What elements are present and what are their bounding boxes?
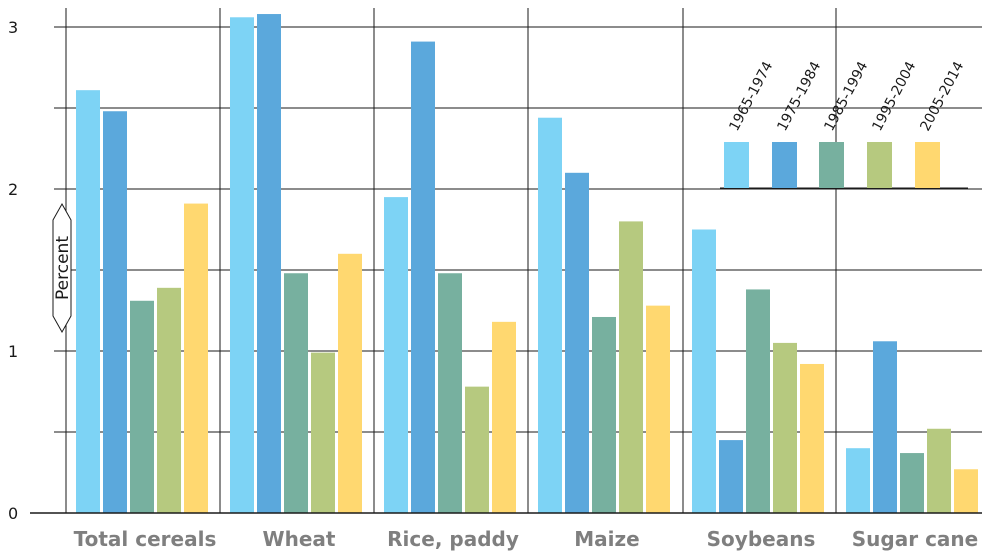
bar: [338, 253, 362, 514]
bar: [846, 448, 870, 513]
legend-label: 1965-1974: [726, 59, 776, 134]
y-axis-label-badge: [52, 202, 72, 334]
y-axis-label-text: Percent: [53, 236, 73, 300]
bar: [619, 221, 643, 513]
bar: [900, 453, 924, 513]
bar: [465, 386, 489, 513]
legend-swatch: [915, 142, 940, 188]
y-tick-label: 0: [8, 504, 18, 523]
bar: [927, 428, 951, 513]
bar: [565, 172, 589, 514]
bar: [103, 111, 127, 514]
bar: [800, 363, 824, 513]
bar: [492, 321, 516, 513]
category-label: Wheat: [263, 527, 336, 551]
bar: [438, 273, 462, 513]
y-tick-label: 2: [8, 180, 18, 199]
bar: [230, 17, 254, 514]
grid-lines: [66, 8, 982, 513]
legend-label: 1995-2004: [869, 59, 919, 134]
bar: [257, 14, 281, 513]
category-label: Total cereals: [74, 527, 217, 551]
legend-label: 1975-1984: [774, 59, 824, 134]
category-label: Soybeans: [707, 527, 816, 551]
bar: [719, 440, 743, 513]
legend: 1965-19741975-19841985-19941995-20042005…: [720, 59, 968, 189]
bar: [646, 305, 670, 513]
bar: [692, 229, 716, 513]
bars: [76, 14, 978, 514]
category-label: Rice, paddy: [387, 527, 519, 551]
legend-swatch: [867, 142, 892, 188]
y-axis-label: Percent: [52, 202, 73, 334]
category-label: Maize: [574, 527, 639, 551]
bar: [773, 342, 797, 513]
legend-label: 2005-2014: [917, 59, 967, 134]
legend-swatch: [819, 142, 844, 188]
bar: [284, 273, 308, 513]
bar: [411, 41, 435, 514]
bar: [384, 197, 408, 513]
bar: [311, 352, 335, 513]
bar: [954, 469, 978, 513]
bar: [130, 300, 154, 513]
axes: 0 1 2 3 Total cereals Wheat Rice, paddy Maize So…: [8, 8, 982, 551]
legend-swatch: [724, 142, 749, 188]
bar: [746, 289, 770, 513]
bar: [538, 117, 562, 513]
bar: [592, 316, 616, 513]
bar: [873, 341, 897, 513]
bar: [157, 287, 181, 513]
y-tick-label: 3: [8, 18, 18, 37]
bar: [76, 90, 100, 514]
legend-swatch: [772, 142, 797, 188]
y-tick-label: 1: [8, 342, 18, 361]
legend-label: 1985-1994: [821, 59, 871, 134]
bar: [184, 203, 208, 513]
category-label: Sugar cane: [852, 527, 978, 551]
